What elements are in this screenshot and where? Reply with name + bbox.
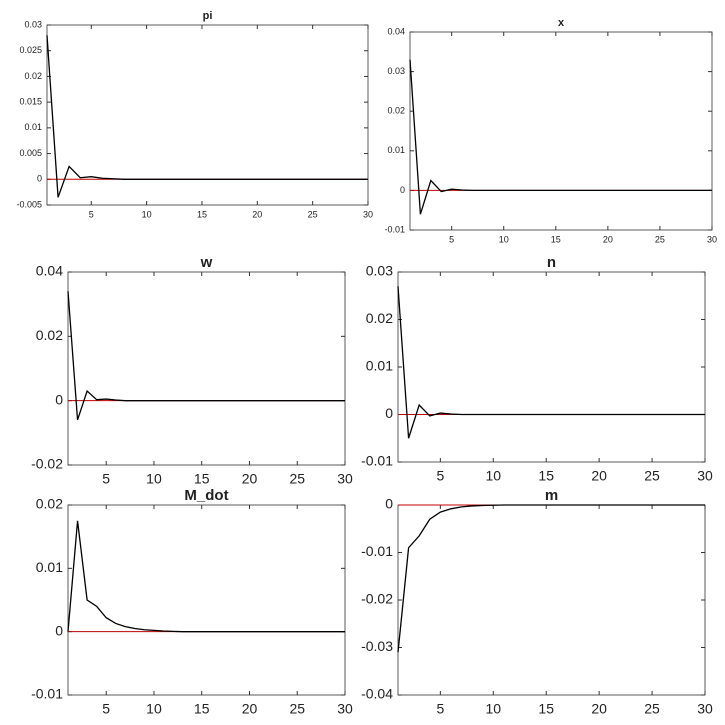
y-tick-label: -0.005 [16, 199, 42, 209]
x-tick-label: 5 [436, 467, 444, 483]
plot-area [67, 271, 346, 466]
y-tick-label: 0.01 [36, 559, 63, 575]
y-tick-label: 0.02 [36, 327, 63, 343]
x-tick-label: 5 [102, 700, 110, 716]
y-tick-label: -0.01 [361, 453, 393, 469]
x-tick-label: 5 [89, 209, 94, 219]
x-tick-label: 10 [499, 234, 509, 244]
x-tick-label: 30 [363, 209, 373, 219]
x-tick-label: 15 [197, 209, 207, 219]
y-tick-label: 0.02 [24, 71, 42, 81]
x-tick-label: 15 [194, 700, 210, 716]
y-tick-label: 0.02 [387, 106, 405, 116]
x-tick-label: 25 [644, 700, 660, 716]
y-tick-label: 0 [385, 405, 393, 421]
y-tick-label: 0.03 [24, 19, 42, 29]
x-tick-label: 25 [308, 209, 318, 219]
x-tick-label: 20 [603, 234, 613, 244]
plot-area [67, 504, 346, 696]
y-tick-label: -0.01 [31, 686, 63, 702]
plot-area [397, 271, 706, 463]
series-line [67, 520, 345, 633]
x-tick-label: 5 [102, 470, 110, 486]
series-line [397, 286, 705, 439]
y-tick-label: 0.04 [36, 263, 63, 279]
y-tick-label: 0.02 [366, 310, 393, 326]
y-tick-label: 0 [55, 391, 63, 407]
plot-area [397, 504, 706, 696]
x-tick-label: 25 [655, 234, 665, 244]
x-tick-label: 15 [194, 470, 210, 486]
x-tick-label: 10 [142, 209, 152, 219]
chart-title: x [558, 17, 565, 29]
x-tick-label: 25 [289, 470, 305, 486]
x-tick-label: 20 [242, 700, 258, 716]
x-tick-label: 30 [337, 700, 353, 716]
y-tick-label: -0.02 [31, 456, 63, 472]
y-tick-label: -0.04 [361, 686, 393, 702]
x-tick-label: 20 [242, 470, 258, 486]
y-tick-label: 0.02 [36, 496, 63, 512]
series-line [67, 291, 345, 421]
y-tick-label: 0.01 [366, 358, 393, 374]
series-line [409, 59, 712, 215]
y-tick-label: 0 [55, 622, 63, 638]
chart-title: m [545, 487, 558, 504]
plot-area [46, 24, 369, 206]
y-tick-label: 0.01 [24, 122, 42, 132]
x-tick-label: 15 [538, 700, 554, 716]
x-tick-label: 20 [252, 209, 262, 219]
chart-title: n [547, 254, 556, 271]
series-line [46, 35, 368, 198]
x-tick-label: 10 [485, 467, 501, 483]
x-tick-label: 5 [449, 234, 454, 244]
y-tick-label: 0.03 [366, 263, 393, 279]
y-tick-label: 0 [385, 496, 393, 512]
y-tick-label: 0.005 [19, 148, 42, 158]
x-tick-label: 5 [436, 700, 444, 716]
chart-title: pi [203, 10, 213, 22]
y-tick-label: 0.03 [387, 66, 405, 76]
y-tick-label: 0.04 [387, 26, 405, 36]
y-tick-label: 0 [37, 174, 42, 184]
y-tick-label: -0.01 [361, 543, 393, 559]
x-tick-label: 10 [485, 700, 501, 716]
y-tick-label: -0.03 [361, 638, 393, 654]
x-tick-label: 30 [697, 467, 713, 483]
x-tick-label: 15 [551, 234, 561, 244]
y-tick-label: 0.015 [19, 97, 42, 107]
x-tick-label: 25 [644, 467, 660, 483]
y-tick-label: 0.025 [19, 45, 42, 55]
series-line [397, 504, 705, 653]
chart-title: M_dot [184, 487, 228, 504]
y-tick-label: 0.01 [387, 145, 405, 155]
x-tick-label: 20 [591, 467, 607, 483]
chart-title: w [200, 254, 213, 271]
plot-area [409, 31, 713, 231]
y-tick-label: 0 [400, 185, 405, 195]
x-tick-label: 30 [697, 700, 713, 716]
x-tick-label: 10 [146, 700, 162, 716]
x-tick-label: 30 [707, 234, 717, 244]
y-tick-label: -0.01 [384, 224, 405, 234]
x-tick-label: 15 [538, 467, 554, 483]
x-tick-label: 20 [591, 700, 607, 716]
x-tick-label: 30 [337, 470, 353, 486]
x-tick-label: 25 [289, 700, 305, 716]
x-tick-label: 10 [146, 470, 162, 486]
y-tick-label: -0.02 [361, 591, 393, 607]
